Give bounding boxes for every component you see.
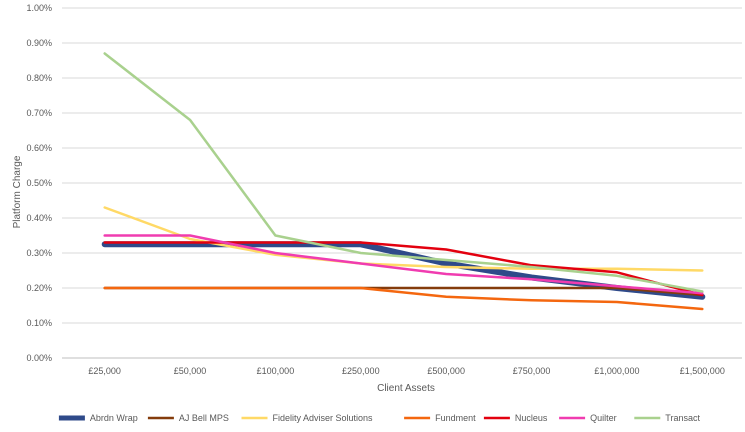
legend-item-fidelity-adviser-solutions: Fidelity Adviser Solutions [241, 413, 374, 423]
x-tick-label: £25,000 [88, 366, 121, 376]
y-tick-label: 0.90% [26, 38, 52, 48]
x-tick-label: £50,000 [174, 366, 207, 376]
x-tick-label: £100,000 [257, 366, 295, 376]
legend-label: Transact [665, 413, 700, 423]
y-axis-title: Platform Charge [12, 155, 23, 228]
series-line-transact [103, 52, 704, 293]
y-tick-label: 0.00% [26, 353, 52, 363]
legend-item-fundment: Fundment [404, 413, 476, 423]
legend-label: Abrdn Wrap [90, 413, 138, 423]
legend-item-transact: Transact [634, 413, 700, 423]
series-line-quilter [103, 234, 704, 295]
legend-label: Quilter [590, 413, 617, 423]
legend: Abrdn Wrap AJ Bell MPS Fidelity Adviser So… [58, 413, 700, 423]
y-tick-label: 0.20% [26, 283, 52, 293]
y-tick-label: 0.80% [26, 73, 52, 83]
legend-item-nucleus: Nucleus [483, 413, 548, 423]
legend-label: Fidelity Adviser Solutions [273, 413, 374, 423]
x-tick-label: £1,500,000 [680, 366, 725, 376]
x-axis-title: Client Assets [377, 383, 435, 394]
legend-label: Nucleus [515, 413, 548, 423]
y-tick-label: 0.50% [26, 178, 52, 188]
x-tick-label: £750,000 [513, 366, 551, 376]
y-tick-label: 0.70% [26, 108, 52, 118]
y-tick-label: 1.00% [26, 3, 52, 13]
series-line-fidelity-adviser-solutions [103, 206, 704, 272]
y-tick-label: 0.10% [26, 318, 52, 328]
y-tick-label: 0.40% [26, 213, 52, 223]
gridlines [62, 7, 742, 359]
x-axis-tick-labels: £25,000 £50,000 £100,000 £250,000 £500,000 £7… [88, 366, 724, 376]
legend-label: AJ Bell MPS [179, 413, 229, 423]
x-tick-label: £1,000,000 [594, 366, 639, 376]
legend-item-quilter: Quilter [559, 413, 617, 423]
y-axis-tick-labels: 0.00% 0.10% 0.20% 0.30% 0.40% 0.50% 0.60% 0.70%… [26, 3, 52, 363]
y-tick-label: 0.30% [26, 248, 52, 258]
legend-label: Fundment [435, 413, 476, 423]
x-tick-label: £250,000 [342, 366, 380, 376]
legend-item-abrdn-wrap: Abrdn Wrap [58, 413, 138, 423]
y-tick-label: 0.60% [26, 143, 52, 153]
series-line-nucleus [103, 241, 704, 297]
x-tick-label: £500,000 [427, 366, 465, 376]
data-series [101, 52, 706, 311]
legend-item-aj-bell-mps: AJ Bell MPS [147, 413, 229, 423]
series-line-fundment [103, 286, 704, 311]
